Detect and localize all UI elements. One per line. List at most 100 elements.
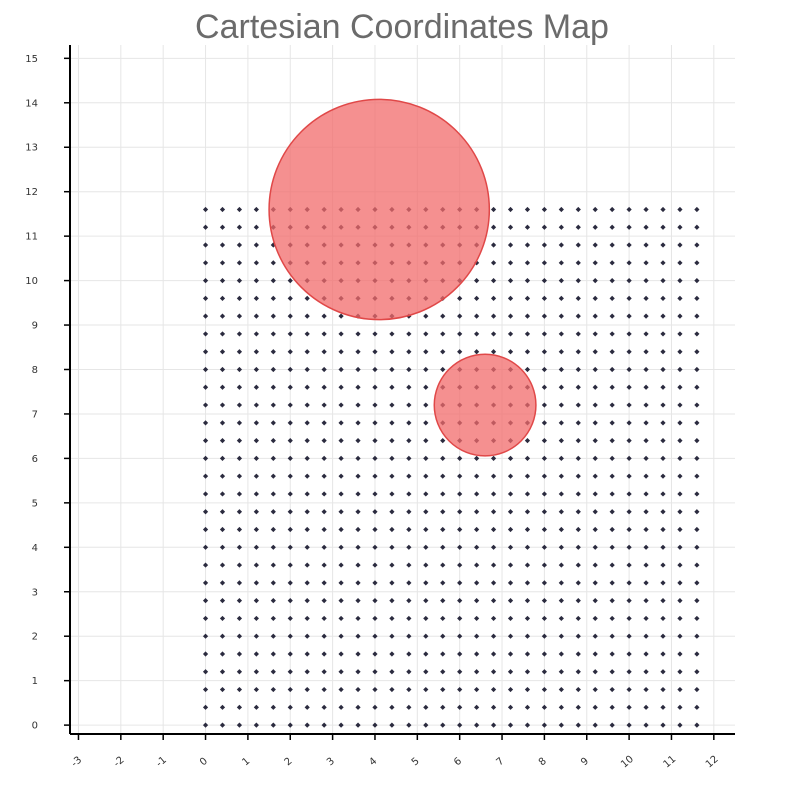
scatter-point (304, 669, 310, 675)
scatter-point (541, 651, 547, 657)
scatter-point (490, 349, 497, 355)
x-tick-label: 7 (494, 756, 506, 769)
scatter-point (355, 455, 361, 461)
scatter-point (558, 580, 564, 586)
scatter-point (677, 349, 683, 355)
scatter-point (219, 331, 226, 337)
scatter-point (236, 206, 243, 213)
scatter-point (609, 686, 615, 693)
scatter-point (626, 313, 632, 319)
scatter-point (236, 260, 243, 266)
scatter-point (406, 615, 412, 622)
scatter-point (660, 704, 666, 710)
scatter-point (355, 633, 361, 639)
scatter-point (541, 438, 547, 444)
scatter-point (423, 722, 429, 728)
y-tick-label: 13 (25, 143, 38, 154)
scatter-point (406, 562, 412, 568)
scatter-point (236, 349, 243, 355)
scatter-point (490, 722, 497, 728)
scatter-point (440, 580, 446, 586)
scatter-point (253, 206, 259, 213)
y-tick-label: 7 (32, 409, 38, 420)
scatter-point (626, 295, 632, 301)
scatter-point (389, 331, 395, 337)
scatter-point (558, 438, 564, 444)
scatter-point (270, 313, 276, 319)
scatter-point (524, 473, 531, 479)
scatter-point (338, 580, 344, 586)
scatter-point (609, 438, 615, 444)
scatter-point (253, 544, 259, 550)
scatter-point (524, 686, 531, 693)
scatter-point (592, 651, 598, 657)
scatter-point (389, 669, 395, 675)
scatter-point (558, 473, 564, 479)
x-tick-label: 9 (579, 756, 591, 769)
scatter-point (372, 473, 378, 479)
scatter-point (660, 242, 666, 248)
scatter-point (253, 331, 259, 337)
scatter-point (524, 224, 531, 230)
scatter-point (592, 295, 598, 301)
scatter-point (236, 402, 243, 408)
scatter-point (592, 615, 598, 622)
scatter-point (626, 562, 632, 568)
y-tick-label: 10 (25, 276, 38, 287)
scatter-point (490, 615, 497, 622)
x-tick-label: -2 (112, 755, 127, 770)
scatter-point (338, 562, 344, 568)
scatter-point (321, 438, 327, 444)
scatter-point (304, 651, 310, 657)
scatter-point (304, 509, 310, 515)
scatter-point (626, 651, 632, 657)
scatter-point (490, 704, 497, 710)
scatter-point (524, 260, 531, 266)
scatter-point (609, 544, 615, 550)
scatter-point (219, 686, 226, 693)
scatter-point (626, 455, 632, 461)
scatter-point (575, 206, 581, 213)
scatter-point (270, 651, 276, 657)
scatter-point (423, 438, 429, 444)
scatter-point (270, 491, 276, 497)
scatter-point (677, 651, 683, 657)
scatter-point (270, 473, 276, 479)
scatter-point (626, 491, 632, 497)
scatter-point (406, 651, 412, 657)
scatter-point (609, 615, 615, 622)
scatter-point (575, 438, 581, 444)
scatter-point (643, 420, 649, 426)
scatter-point (660, 722, 666, 728)
scatter-point (321, 526, 327, 533)
scatter-point (338, 686, 344, 693)
scatter-point (524, 526, 531, 533)
scatter-point (592, 544, 598, 550)
scatter-point (609, 580, 615, 586)
scatter-point (592, 704, 598, 710)
scatter-point (287, 331, 293, 337)
scatter-point (321, 349, 327, 355)
scatter-point (626, 366, 632, 373)
scatter-point (236, 438, 243, 444)
scatter-point (524, 580, 531, 586)
scatter-point (660, 331, 666, 337)
scatter-point (406, 544, 412, 550)
scatter-point (592, 438, 598, 444)
scatter-point (677, 438, 683, 444)
scatter-point (423, 473, 429, 479)
scatter-point (440, 651, 446, 657)
scatter-point (321, 491, 327, 497)
scatter-point (643, 651, 649, 657)
scatter-point (202, 598, 209, 604)
scatter-point (677, 491, 683, 497)
scatter-point (406, 384, 412, 390)
scatter-point (304, 562, 310, 568)
scatter-point (236, 633, 243, 639)
scatter-point (423, 615, 429, 622)
scatter-point (287, 651, 293, 657)
scatter-point (423, 366, 429, 373)
scatter-point (440, 313, 446, 319)
scatter-point (626, 277, 632, 284)
scatter-point (236, 384, 243, 390)
